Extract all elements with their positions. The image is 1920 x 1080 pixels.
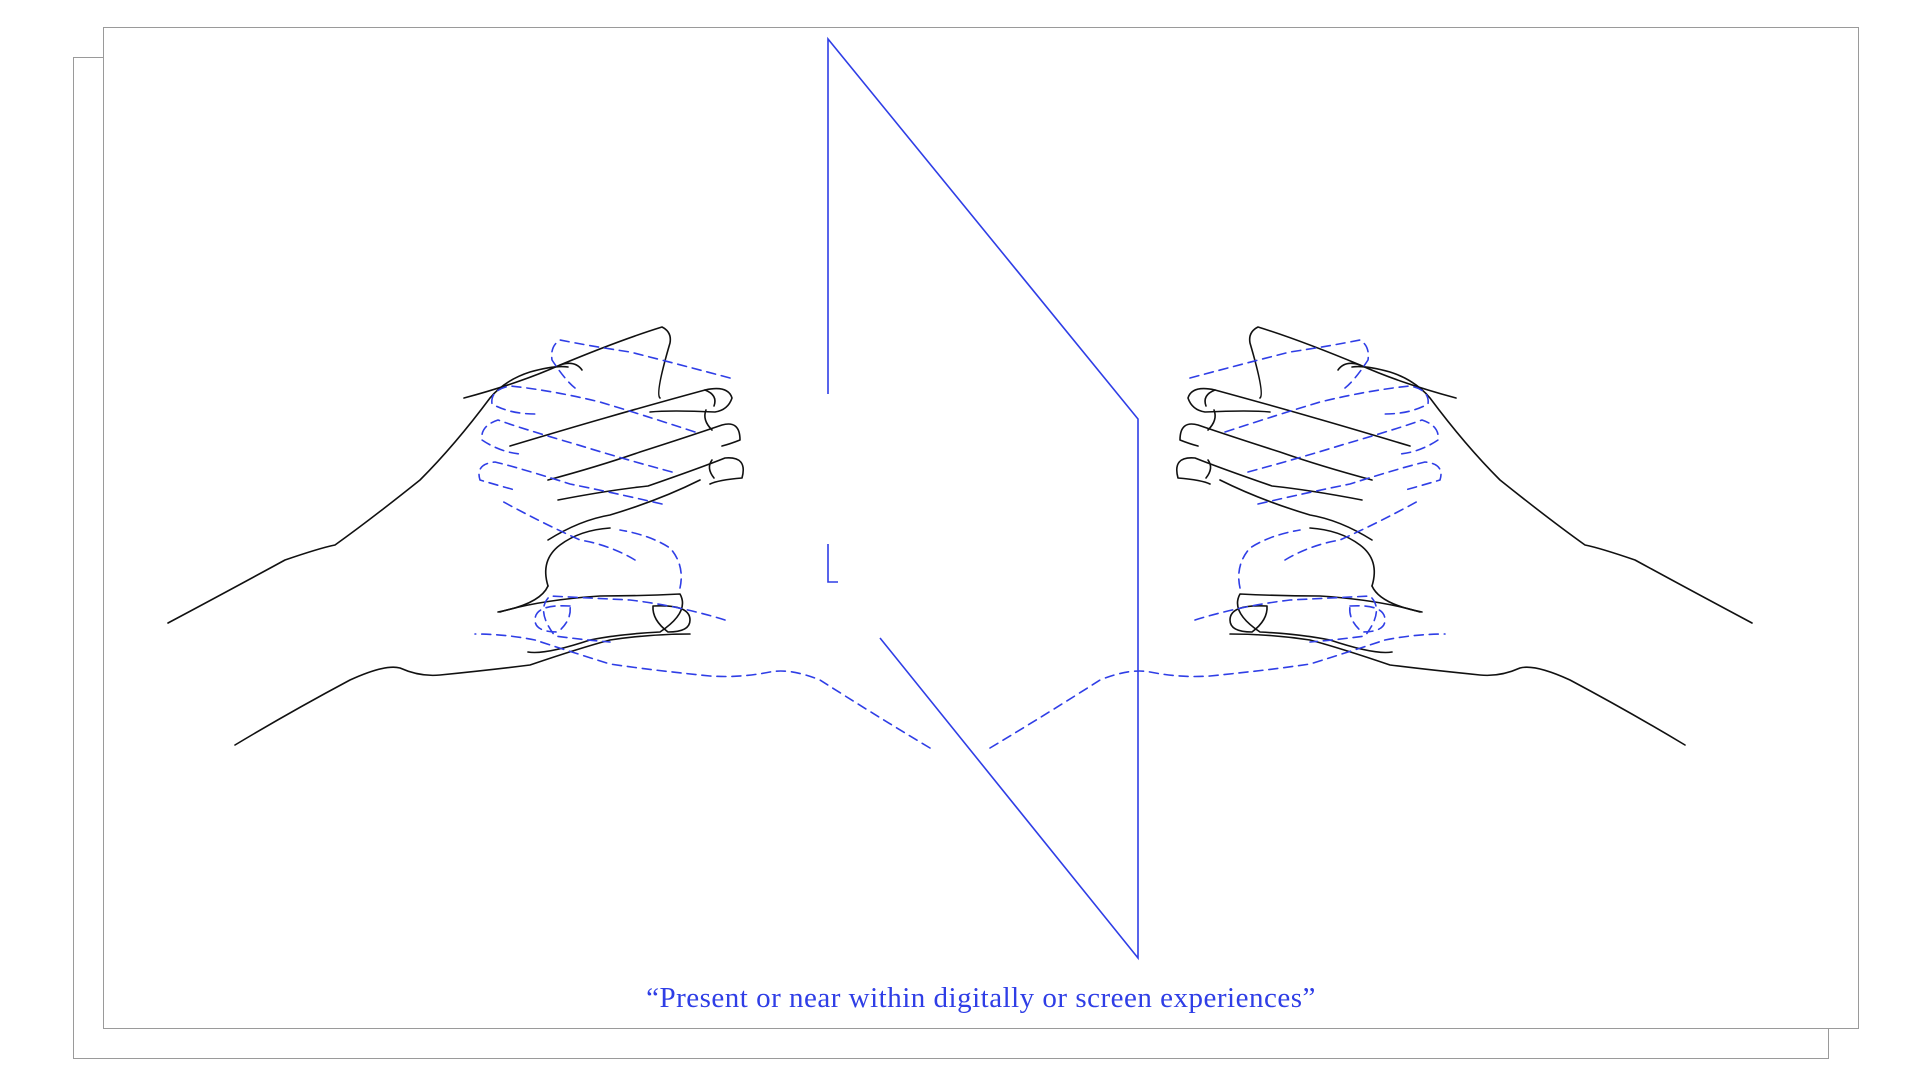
- left-hand-wrist-upper: [168, 367, 568, 623]
- right-hand: [1177, 327, 1752, 745]
- left-hand-lower-edge: [235, 634, 690, 745]
- screen-plane-outline: [828, 39, 1138, 958]
- screen-plane-lower-edge: [828, 544, 838, 582]
- left-hand-palm-curve: [546, 528, 610, 586]
- left-hand-middle-nail: [705, 390, 715, 406]
- left-hand-index-finger: [464, 327, 670, 398]
- left-hand-knuckle: [498, 586, 548, 612]
- left-hand-ring-nail: [705, 410, 712, 430]
- figure-caption: “Present or near within digitally or scr…: [103, 982, 1859, 1015]
- right-reflection: [990, 340, 1445, 748]
- left-hand-thumb-nail: [653, 606, 690, 632]
- left-hand-pinky-finger: [558, 458, 743, 500]
- screen-plane: [828, 39, 1138, 958]
- left-reflection: [475, 340, 930, 748]
- left-hand-middle-finger: [510, 389, 732, 446]
- left-hand-ring-finger: [548, 424, 740, 480]
- left-hand: [168, 327, 743, 745]
